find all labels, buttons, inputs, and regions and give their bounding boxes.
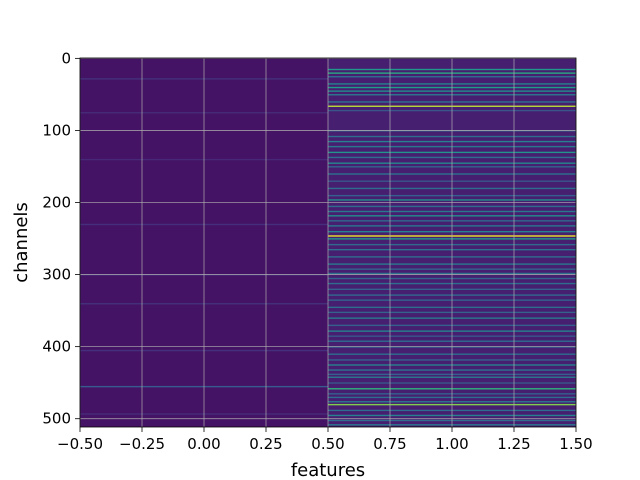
x-tick-label: 1.50 bbox=[559, 435, 592, 453]
x-axis-ticks: −0.50 −0.25 0.00 0.25 0.50 0.75 1.00 1.25 1.50 bbox=[57, 427, 593, 453]
y-tick-label: 200 bbox=[42, 194, 71, 212]
x-tick-label: 0.25 bbox=[249, 435, 282, 453]
y-tick-label: 500 bbox=[42, 410, 71, 428]
y-axis-ticks: 0 100 200 300 400 500 bbox=[42, 49, 80, 428]
x-tick-label: −0.25 bbox=[119, 435, 165, 453]
grid-lines bbox=[79, 57, 577, 427]
x-tick-label: −0.50 bbox=[57, 435, 103, 453]
x-tick-label: 0.00 bbox=[187, 435, 220, 453]
x-axis-label: features bbox=[291, 460, 365, 480]
y-tick-label: 300 bbox=[42, 266, 71, 284]
y-axis-label: channels bbox=[11, 202, 32, 283]
y-tick-label: 0 bbox=[61, 49, 71, 67]
x-tick-label: 0.75 bbox=[373, 435, 406, 453]
y-tick-label: 100 bbox=[42, 121, 71, 139]
y-tick-label: 400 bbox=[42, 338, 71, 356]
x-tick-label: 0.50 bbox=[311, 435, 344, 453]
x-tick-label: 1.25 bbox=[497, 435, 530, 453]
x-tick-label: 1.00 bbox=[435, 435, 468, 453]
